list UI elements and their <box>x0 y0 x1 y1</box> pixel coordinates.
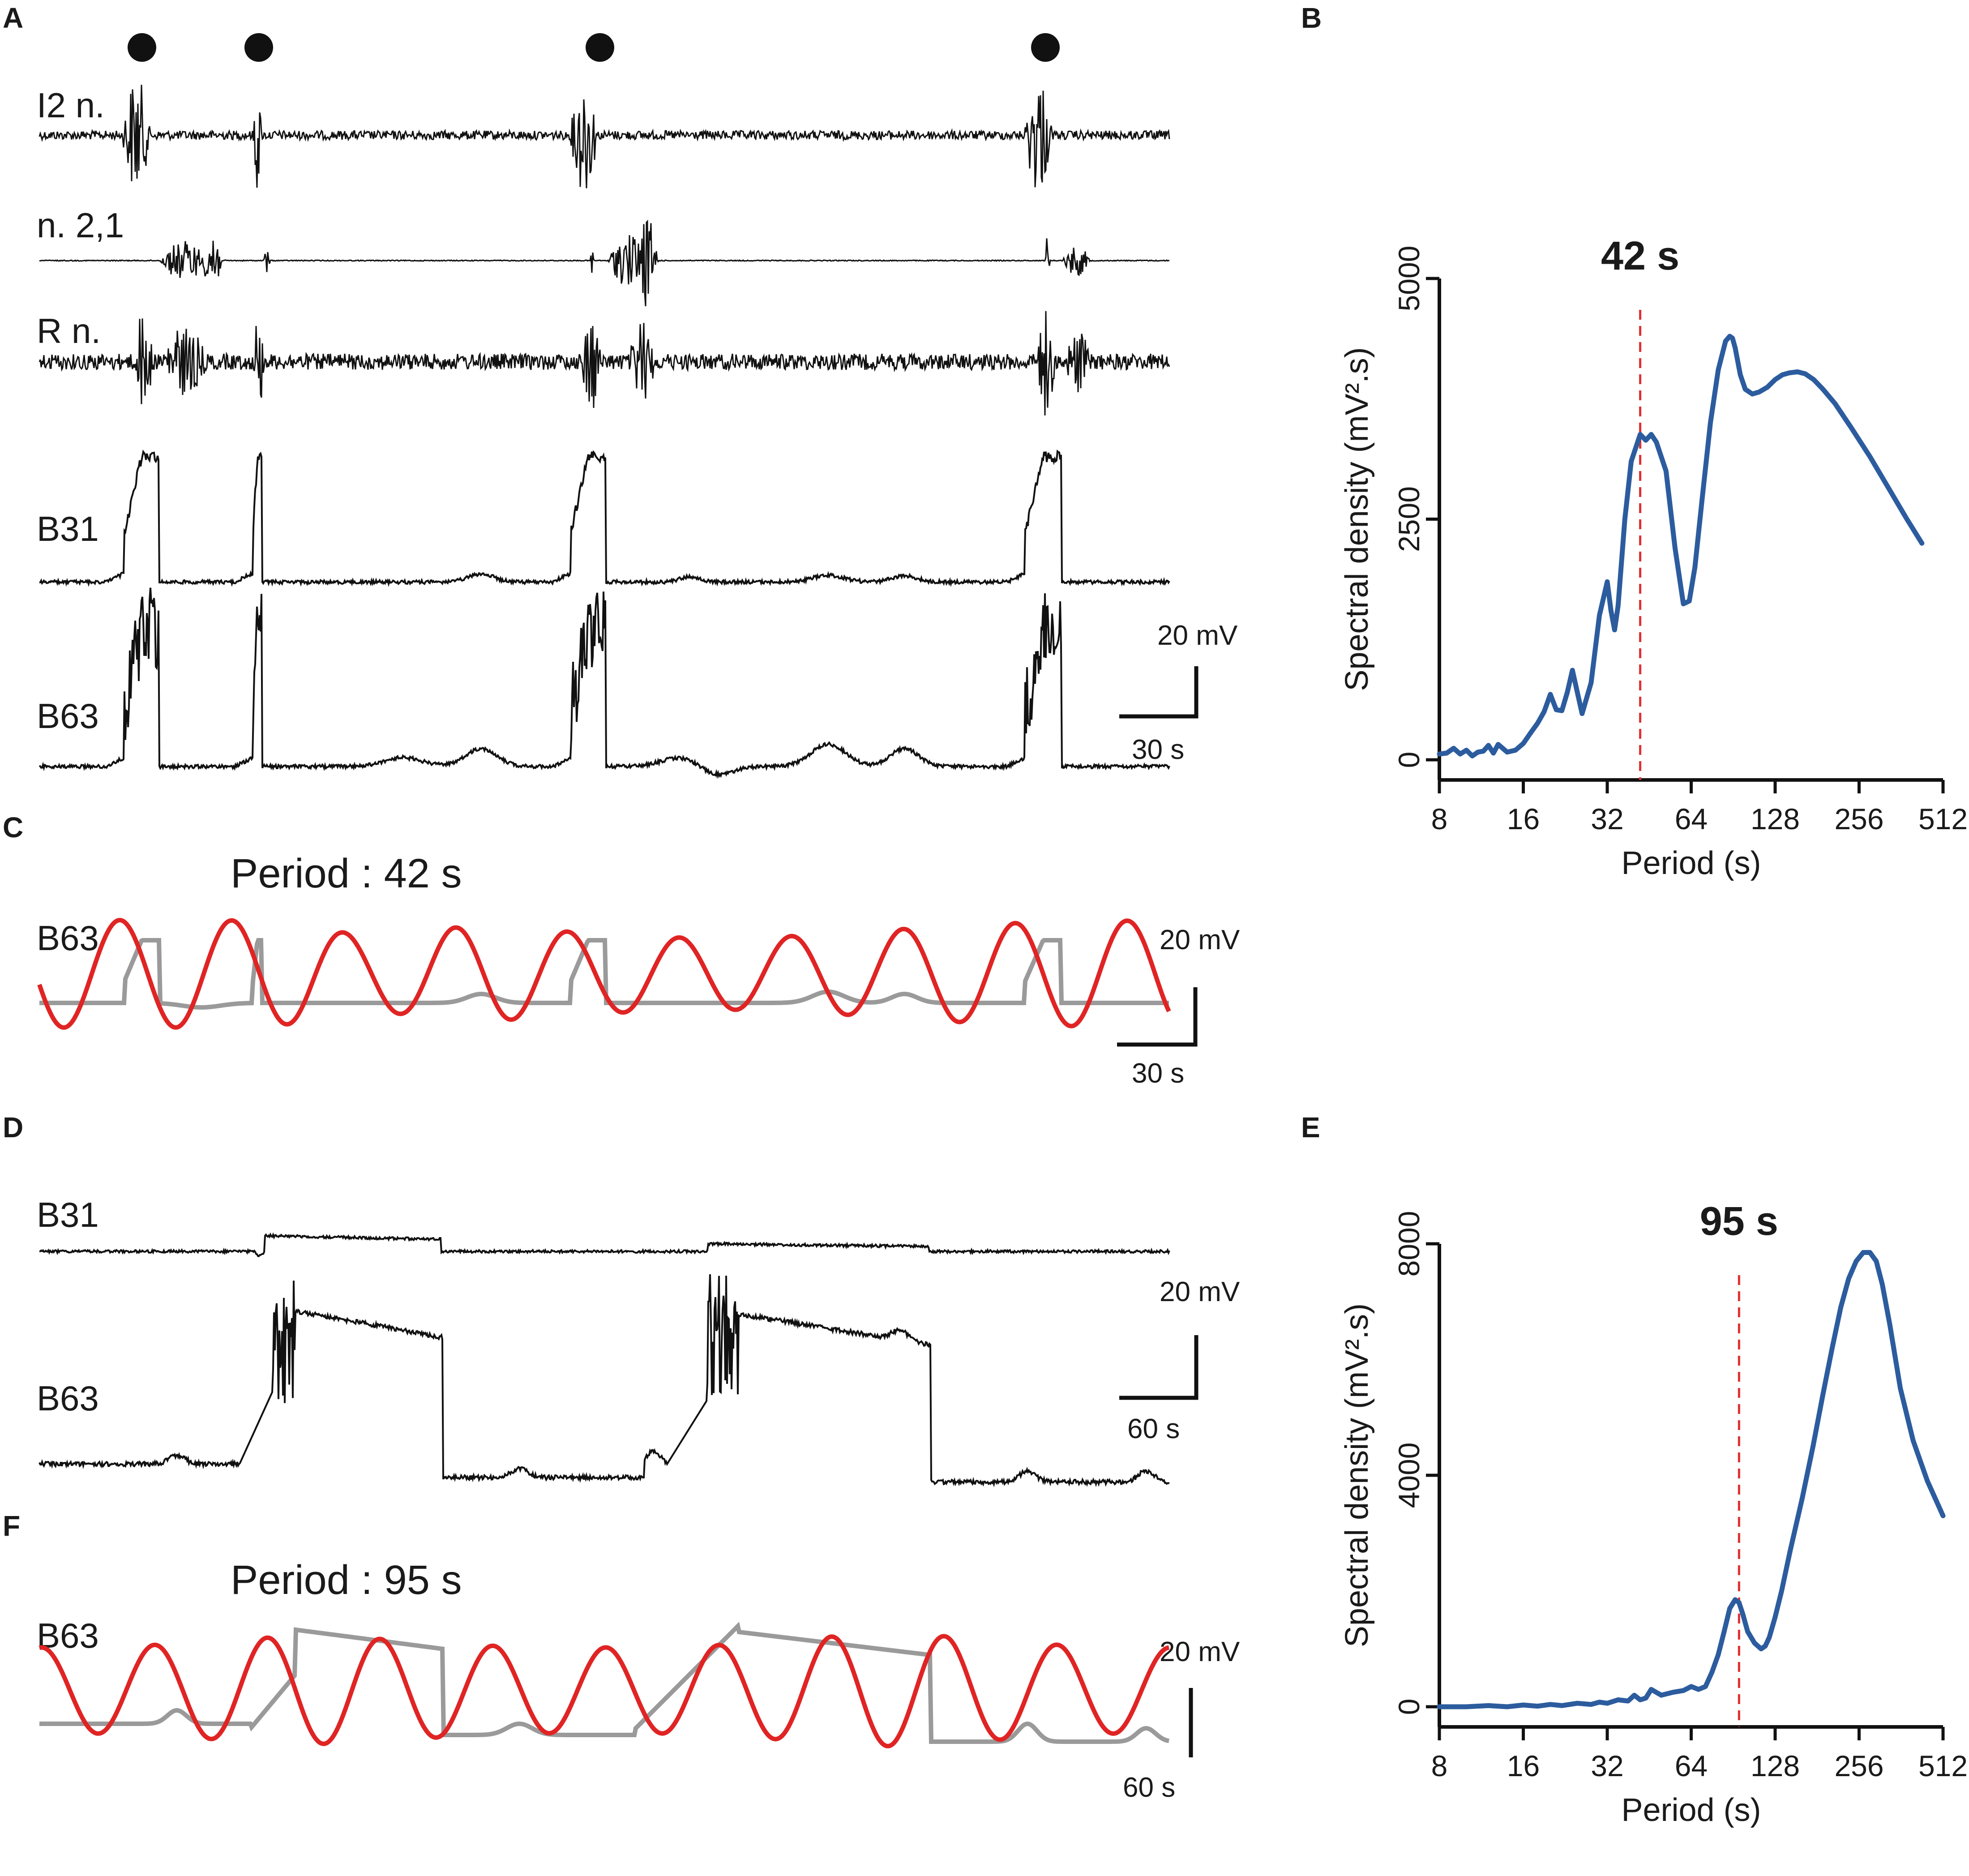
x-tick-label: 16 <box>1507 1749 1540 1782</box>
x-tick-label: 64 <box>1675 802 1708 835</box>
scale-time-a: 30 s <box>1132 734 1184 765</box>
x-tick-label: 512 <box>1918 802 1968 835</box>
scale-bar-c <box>1117 987 1198 1047</box>
x-axis-title: Period (s) <box>1621 845 1761 881</box>
x-tick-label: 128 <box>1751 802 1800 835</box>
x-tick-label: 32 <box>1591 1749 1623 1782</box>
d-b31-path <box>39 1232 1170 1258</box>
trace-label-d-b31: B31 <box>37 1195 99 1234</box>
panel-label-d: D <box>3 1111 23 1144</box>
nerve-trace-rn <box>39 311 1170 415</box>
y-tick-label: 0 <box>1392 752 1425 768</box>
y-tick-label: 5000 <box>1392 246 1425 312</box>
x-axis-title: Period (s) <box>1621 1792 1761 1828</box>
y-tick-label: 0 <box>1392 1699 1425 1715</box>
x-tick-label: 8 <box>1431 802 1448 835</box>
sine-fit-f <box>39 1634 1169 1748</box>
period-title-f: Period : 95 s <box>231 1557 462 1603</box>
y-axis-title: Spectral density (mV².s) <box>1339 347 1375 691</box>
gray-recording-path-f <box>39 1622 1169 1744</box>
scale-bar-d <box>1119 1335 1199 1400</box>
membrane-trace-d-b63 <box>39 1274 1170 1487</box>
red-sine-path-c <box>37 917 1171 1030</box>
b31-membrane-path <box>39 449 1170 587</box>
sine-fit-c <box>37 917 1171 1030</box>
peak-label: 95 s <box>1700 1199 1778 1244</box>
recording-trace-f <box>39 1622 1169 1744</box>
scale-voltage-a: 20 mV <box>1157 620 1238 651</box>
membrane-trace-b63 <box>39 587 1170 779</box>
n21-nerve-path <box>39 219 1170 306</box>
trace-label-rn: R n. <box>37 311 101 351</box>
spectral-density-line <box>1437 334 1925 758</box>
spectral-chart-e: 0 4000 8000 8 16 32 64 128 256 512 Period (s) Spect… <box>1339 1199 1968 1828</box>
panel-label-f: F <box>3 1510 20 1542</box>
x-tick-label: 512 <box>1918 1749 1968 1782</box>
burst-marker-4 <box>1031 33 1060 62</box>
b63-membrane-path <box>39 587 1170 779</box>
burst-marker-2 <box>244 33 273 62</box>
nerve-trace-i2 <box>39 85 1170 188</box>
x-tick-label: 16 <box>1507 802 1540 835</box>
scale-time-c: 30 s <box>1132 1058 1184 1089</box>
x-tick-label: 32 <box>1591 802 1623 835</box>
trace-label-i2: I2 n. <box>37 86 105 125</box>
panel-label-b: B <box>1301 2 1322 34</box>
panel-label-c: C <box>3 811 23 844</box>
scale-voltage-c: 20 mV <box>1160 925 1240 955</box>
scale-bar-a <box>1119 666 1199 719</box>
scale-time-d: 60 s <box>1127 1413 1180 1444</box>
d-b63-path <box>39 1274 1170 1487</box>
scale-voltage-d: 20 mV <box>1160 1276 1240 1307</box>
membrane-trace-b31 <box>39 449 1170 587</box>
x-tick-label: 8 <box>1431 1749 1448 1782</box>
x-tick-label: 64 <box>1675 1749 1708 1782</box>
period-title-c: Period : 42 s <box>231 851 462 896</box>
y-axis-title: Spectral density (mV².s) <box>1339 1303 1375 1647</box>
membrane-trace-d-b31 <box>39 1232 1170 1258</box>
i2-nerve-path <box>39 85 1170 188</box>
gray-recording-path-c <box>39 938 1169 1010</box>
trace-label-d-b63: B63 <box>37 1379 99 1418</box>
burst-marker-3 <box>586 33 614 62</box>
burst-markers <box>128 33 1060 62</box>
panel-label-e: E <box>1301 1111 1320 1144</box>
burst-marker-1 <box>128 33 156 62</box>
scale-time-f: 60 s <box>1123 1772 1175 1803</box>
panel-label-a: A <box>3 2 23 34</box>
trace-label-c: B63 <box>37 918 99 958</box>
x-tick-label: 128 <box>1751 1749 1800 1782</box>
y-tick-label: 4000 <box>1392 1443 1425 1508</box>
nerve-trace-n21 <box>39 219 1170 306</box>
x-tick-label: 256 <box>1834 802 1883 835</box>
recording-trace-c <box>39 938 1169 1010</box>
trace-label-b63: B63 <box>37 696 99 736</box>
y-tick-label: 2500 <box>1392 486 1425 552</box>
red-sine-path-f <box>39 1634 1169 1748</box>
rn-nerve-path <box>39 311 1170 415</box>
trace-label-n21: n. 2,1 <box>37 206 124 245</box>
peak-label: 42 s <box>1601 234 1679 278</box>
trace-label-b31: B31 <box>37 509 99 548</box>
spectral-chart-b: 0 2500 5000 8 16 32 64 128 256 512 Period (s) Spect… <box>1339 234 1968 881</box>
x-tick-label: 256 <box>1834 1749 1883 1782</box>
scale-voltage-f: 20 mV <box>1160 1636 1240 1667</box>
y-tick-label: 8000 <box>1392 1211 1425 1277</box>
spectral-density-line <box>1437 1250 1946 1709</box>
